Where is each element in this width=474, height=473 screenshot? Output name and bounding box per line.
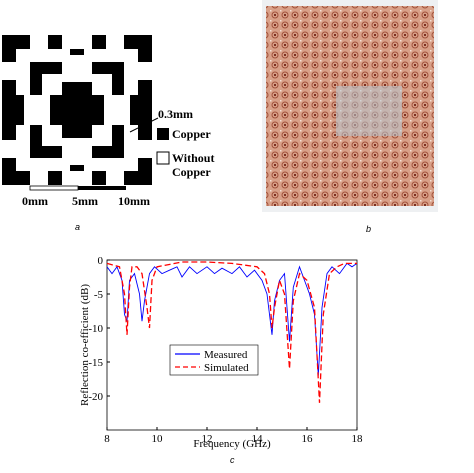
x-tick-label: 8 xyxy=(104,433,110,445)
x-tick-label: 16 xyxy=(302,433,314,445)
scale-label: 5mm xyxy=(72,194,98,208)
panel-label: c xyxy=(230,455,235,465)
x-tick-label: 12 xyxy=(202,433,213,445)
y-tick-label: -15 xyxy=(88,357,103,369)
photo-center xyxy=(336,86,402,136)
copper-swatch xyxy=(157,128,169,140)
legend-label: Measured xyxy=(204,349,248,361)
scale-label: 10mm xyxy=(118,194,150,208)
no-copper-swatch xyxy=(156,151,170,165)
copper-label: Copper xyxy=(172,127,211,141)
x-axis-label: Frequency (GHz) xyxy=(193,438,271,450)
y-tick-label: -5 xyxy=(94,289,104,301)
scale-bar xyxy=(78,186,126,190)
y-axis-label: Reflection co-efficient (dB) xyxy=(79,284,91,406)
series-line xyxy=(106,262,358,376)
legend-label: Simulated xyxy=(204,362,249,374)
unit-cell xyxy=(2,35,152,185)
plot-frame xyxy=(106,259,358,431)
y-tick-label: -10 xyxy=(88,323,103,335)
pointer xyxy=(129,117,159,133)
series-line xyxy=(106,261,357,403)
thickness-label: 0.3mm xyxy=(158,107,193,121)
legend-box xyxy=(169,344,259,376)
panel-label: b xyxy=(366,224,371,234)
scale-bar xyxy=(29,185,79,191)
x-tick-label: 14 xyxy=(252,433,264,445)
scale-label: 0mm xyxy=(22,194,48,208)
x-tick-label: 10 xyxy=(152,433,164,445)
y-tick-label: 0 xyxy=(98,255,104,267)
y-tick-label: -20 xyxy=(88,391,103,403)
no-copper-label: Copper xyxy=(172,165,211,179)
no-copper-label: Without xyxy=(172,151,214,165)
panel-label: a xyxy=(75,222,80,232)
x-tick-label: 18 xyxy=(352,433,364,445)
